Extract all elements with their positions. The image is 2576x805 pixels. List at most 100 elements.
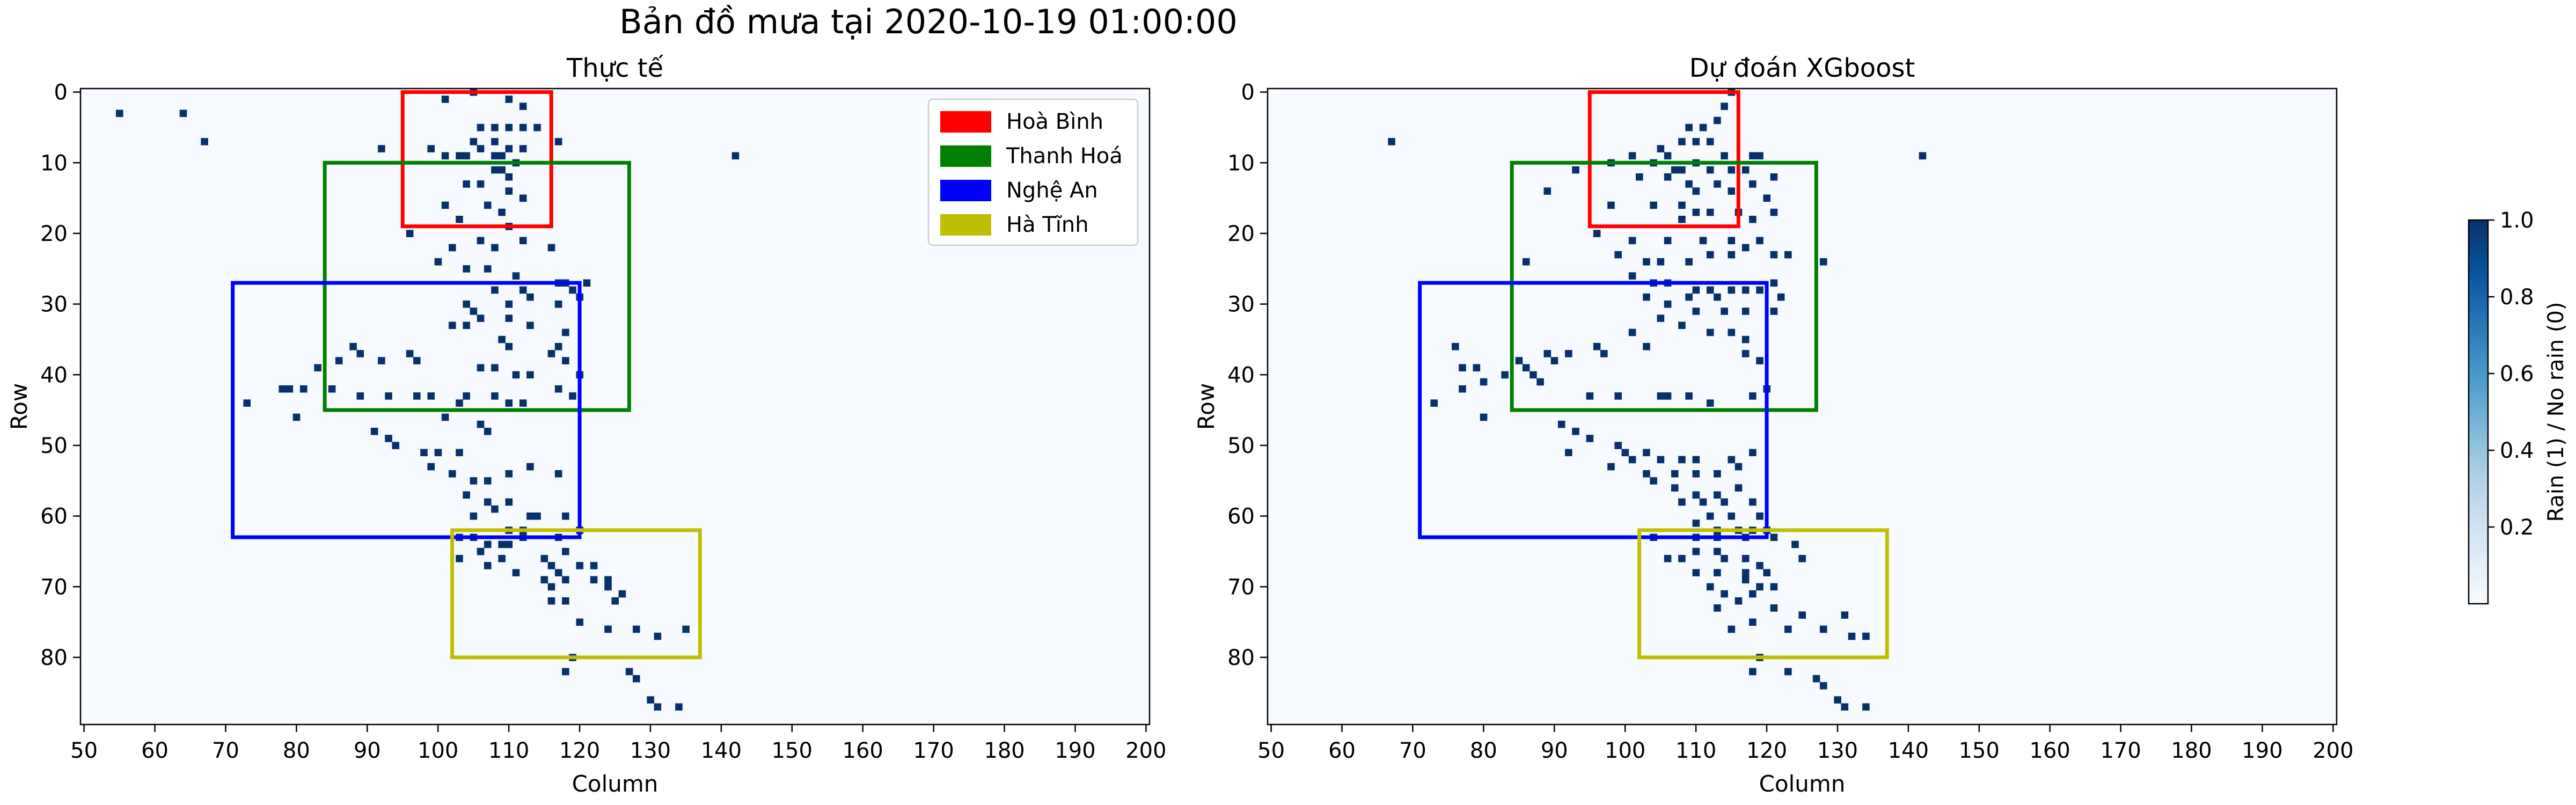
y-tick-label: 30 (1227, 292, 1255, 317)
rain-cell (519, 194, 527, 202)
rain-cell (328, 385, 336, 393)
y-tick-label: 40 (1227, 363, 1255, 387)
rain-cell (562, 597, 569, 605)
rain-cell (1714, 547, 1721, 555)
rain-cell (1714, 293, 1721, 301)
rain-cell (1741, 308, 1750, 315)
x-axis-label: Column (572, 771, 658, 797)
rain-cell (385, 392, 392, 400)
colorbar-gradient (2468, 219, 2489, 605)
rain-cell (1650, 477, 1657, 485)
rain-cell (540, 576, 548, 584)
rain-cell (1522, 258, 1530, 266)
rain-cell (1607, 463, 1615, 471)
rain-cell (1692, 491, 1700, 499)
rain-cell (1728, 187, 1736, 195)
x-tick-label: 110 (1675, 738, 1716, 763)
rain-cell (1741, 569, 1750, 576)
rain-cell (1706, 166, 1714, 174)
rain-cell (1706, 138, 1714, 145)
x-tick-label: 130 (630, 738, 671, 763)
rain-cell (1784, 625, 1792, 633)
rain-cell (279, 385, 286, 393)
rain-cell (434, 449, 442, 457)
rain-cell (1685, 258, 1693, 266)
colorbar-tick-label: 0.4 (2500, 438, 2534, 463)
rain-cell (1770, 279, 1778, 287)
rain-cell (477, 237, 485, 245)
heatmap-background (1268, 89, 2337, 724)
rain-cell (1692, 456, 1700, 464)
rain-cell (1819, 625, 1827, 633)
rain-cell (1692, 547, 1700, 555)
rain-cell (1756, 152, 1763, 160)
colorbar-tick-label: 1.0 (2500, 208, 2534, 233)
rain-cell (448, 321, 456, 330)
x-tick-label: 190 (1055, 738, 1095, 763)
rain-cell (1643, 470, 1650, 478)
rain-cell (1459, 364, 1466, 372)
rain-cell (349, 343, 357, 350)
rain-cell (201, 138, 208, 145)
rain-cell (519, 145, 527, 152)
rain-cell (378, 357, 385, 364)
x-tick-label: 80 (283, 738, 310, 763)
rain-cell (1749, 668, 1757, 676)
rain-cell (1664, 152, 1672, 160)
rain-cell (562, 576, 569, 584)
region-box-thanh-hoa (1510, 160, 1818, 412)
rain-cell (1543, 350, 1552, 357)
rain-cell (1388, 138, 1395, 145)
colorbar-tick-label: 0.6 (2500, 362, 2534, 386)
y-tick-label: 10 (1227, 151, 1255, 175)
rain-cell (1735, 597, 1743, 605)
y-axis-label: Row (6, 383, 32, 430)
rain-cell (470, 308, 478, 315)
rain-cell (554, 301, 562, 308)
x-tick-label: 140 (701, 738, 742, 763)
rain-cell (498, 152, 506, 160)
x-axis-label: Column (1759, 771, 1846, 797)
rain-cell (547, 244, 555, 252)
rain-cell (1643, 293, 1650, 301)
rain-cell (1692, 569, 1700, 576)
rain-cell (1550, 357, 1558, 364)
rain-cell (526, 371, 534, 379)
rain-cell (562, 547, 569, 555)
rain-cell (618, 590, 626, 598)
rain-cell (477, 547, 485, 555)
rain-cell (1714, 569, 1721, 576)
rain-cell (1692, 138, 1700, 145)
rain-cell (456, 449, 463, 457)
rain-cell (1565, 350, 1572, 357)
rain-cell (1770, 251, 1778, 259)
rain-cell (1685, 293, 1693, 301)
rain-cell (533, 513, 541, 520)
y-axis-label: Row (1193, 383, 1219, 430)
rain-cell (1714, 604, 1721, 612)
rain-cell (1692, 286, 1700, 294)
rain-cell (1741, 244, 1750, 252)
colorbar-label: Rain (1) / No rain (0) (2544, 302, 2568, 522)
rain-cell (441, 413, 449, 421)
rain-cell (519, 237, 527, 245)
rain-cell (1480, 413, 1488, 421)
rain-cell (441, 201, 449, 209)
y-tick-label: 0 (54, 80, 68, 105)
rain-cell (1643, 258, 1650, 266)
rain-cell (1459, 385, 1466, 393)
rain-cell (491, 152, 499, 160)
rain-cell (547, 562, 555, 569)
region-box-nghe-an (1418, 281, 1769, 539)
x-tick-label: 100 (1605, 738, 1645, 763)
rain-cell (1784, 251, 1792, 259)
rain-cell (519, 286, 527, 294)
x-tick-label: 100 (418, 738, 458, 763)
rain-cell (463, 392, 470, 400)
rain-cell (1770, 604, 1778, 612)
rain-cell (576, 618, 584, 626)
rain-cell (1741, 576, 1750, 584)
rain-cell (1749, 180, 1757, 188)
rain-cell (562, 357, 569, 364)
rain-cell (505, 314, 513, 322)
